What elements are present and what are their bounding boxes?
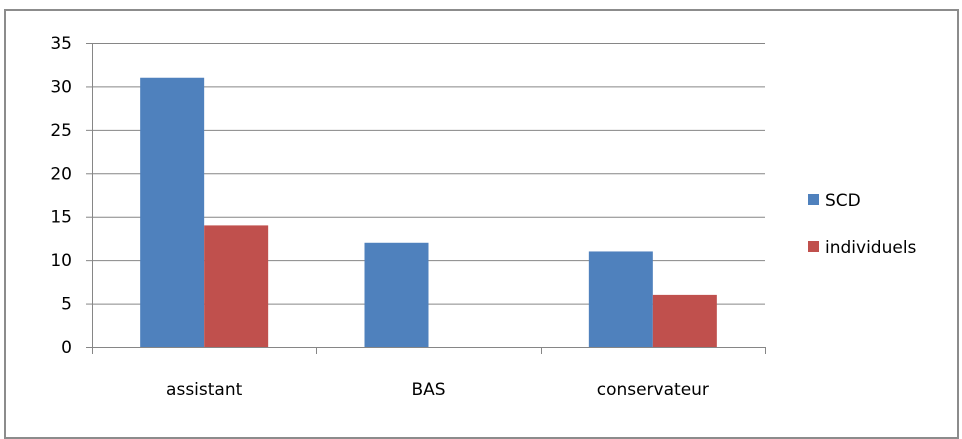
- legend-swatch-SCD: [808, 194, 819, 205]
- bar-SCD-assistant: [140, 77, 205, 347]
- y-tick-label: 15: [50, 208, 72, 228]
- y-tick-label: 5: [61, 295, 72, 315]
- axes: [86, 43, 766, 354]
- y-tick-label: 0: [61, 338, 72, 358]
- y-tick-label: 30: [50, 77, 72, 97]
- y-tick-labels: 0 5 10 15 20 25 30 35: [50, 34, 72, 358]
- legend-swatch-individuels: [808, 241, 819, 252]
- bars: [140, 77, 717, 347]
- legend: SCD individuels: [808, 191, 917, 258]
- bar-individuels-assistant: [204, 225, 269, 347]
- x-tick-labels: assistant BAS conservateur: [166, 380, 709, 400]
- x-tick-label-assistant: assistant: [166, 380, 243, 400]
- y-tick-label: 20: [50, 164, 72, 184]
- bar-individuels-conservateur: [652, 294, 717, 347]
- bar-SCD-conservateur: [588, 251, 653, 347]
- legend-label-individuels: individuels: [825, 238, 917, 258]
- x-tick-label-BAS: BAS: [411, 380, 445, 400]
- y-tick-label: 25: [50, 121, 72, 141]
- y-tick-label: 35: [50, 34, 72, 54]
- legend-label-SCD: SCD: [825, 191, 861, 211]
- x-tick-label-conservateur: conservateur: [597, 380, 709, 400]
- bar-SCD-BAS: [364, 242, 429, 347]
- y-tick-label: 10: [50, 251, 72, 271]
